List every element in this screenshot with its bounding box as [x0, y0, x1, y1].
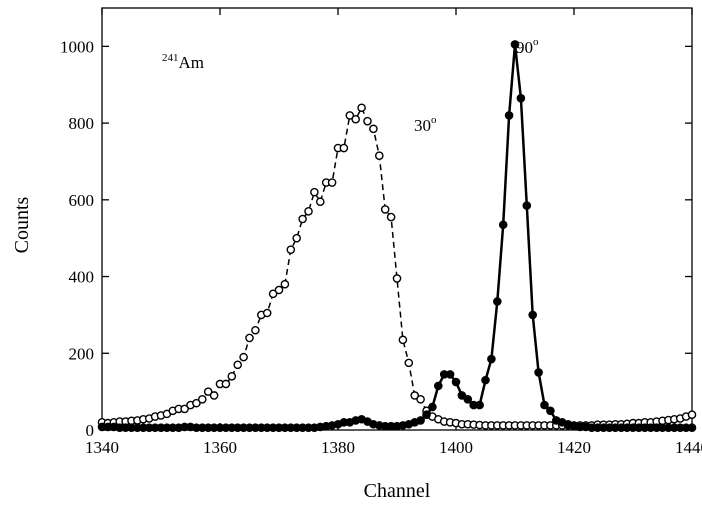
annotation-sup: o: [533, 36, 539, 48]
data-point: [516, 93, 526, 103]
x-tick-label: 1420: [557, 438, 591, 457]
data-point: [422, 410, 431, 419]
data-point: [404, 358, 414, 368]
data-point: [492, 297, 502, 306]
data-point: [304, 207, 313, 216]
data-point: [274, 285, 284, 295]
data-point: [221, 379, 231, 389]
x-axis-label: Channel: [364, 480, 431, 502]
annotation-text: 90: [516, 38, 533, 57]
x-tick-label: 1380: [321, 438, 355, 457]
x-tick-label: 1400: [439, 438, 473, 457]
y-tick-label: 400: [69, 268, 95, 287]
data-point: [233, 360, 242, 370]
data-point: [245, 333, 254, 343]
data-point: [251, 325, 260, 335]
annotation-sup: o: [431, 114, 437, 126]
y-tick-label: 600: [69, 191, 95, 210]
data-point: [315, 197, 325, 207]
data-point: [451, 377, 461, 387]
annotation: 90o: [516, 36, 539, 57]
data-point: [487, 354, 496, 364]
data-point: [410, 391, 420, 400]
data-point: [345, 111, 355, 120]
data-point: [180, 404, 189, 414]
data-point: [286, 245, 296, 254]
data-point: [475, 400, 484, 410]
data-point: [192, 398, 201, 408]
y-tick-label: 0: [86, 421, 95, 440]
data-point: [209, 391, 219, 400]
data-point: [392, 274, 402, 283]
data-point: [197, 395, 207, 404]
data-point: [498, 220, 508, 230]
data-point: [481, 375, 490, 385]
data-point: [292, 233, 302, 243]
data-point: [357, 103, 366, 113]
data-point: [522, 201, 532, 210]
y-axis-label: Counts: [11, 196, 33, 253]
data-point: [262, 308, 272, 318]
data-point: [310, 187, 319, 197]
data-point: [540, 400, 549, 410]
data-point: [687, 410, 697, 419]
data-point: [398, 335, 408, 345]
data-point: [363, 116, 372, 126]
data-point: [380, 205, 390, 214]
annotation: 30o: [414, 114, 437, 135]
data-point: [280, 279, 290, 289]
data-point: [457, 391, 467, 400]
annotation-text: Am: [179, 53, 205, 72]
data-point: [546, 406, 555, 416]
data-point: [369, 124, 378, 134]
y-tick-label: 800: [69, 114, 95, 133]
data-point: [327, 178, 337, 187]
series-line: [101, 105, 693, 427]
data-point: [351, 114, 361, 124]
data-point: [445, 370, 455, 379]
data-point: [416, 416, 425, 425]
y-tick-label: 1000: [60, 37, 94, 56]
data-point: [428, 402, 437, 412]
data-point: [510, 40, 520, 49]
x-tick-label: 1360: [203, 438, 237, 457]
annotation-text: 30: [414, 116, 431, 135]
data-point: [227, 371, 237, 381]
data-point: [374, 151, 384, 160]
data-point: [268, 289, 278, 299]
x-tick-label: 1340: [85, 438, 119, 457]
data-point: [534, 368, 543, 377]
data-point: [416, 395, 425, 404]
y-tick-label: 200: [69, 344, 95, 363]
data-point: [687, 423, 697, 432]
series-line: [102, 44, 692, 429]
data-point: [463, 395, 473, 404]
data-point: [386, 212, 396, 222]
annotation: 241Am: [162, 52, 204, 72]
annotation-sup: 241: [162, 52, 179, 64]
data-point: [528, 310, 538, 320]
data-point: [433, 381, 443, 391]
data-point: [504, 111, 514, 120]
data-point: [339, 143, 349, 153]
data-point: [239, 352, 248, 362]
data-point: [298, 214, 307, 224]
data-point: [203, 387, 213, 396]
